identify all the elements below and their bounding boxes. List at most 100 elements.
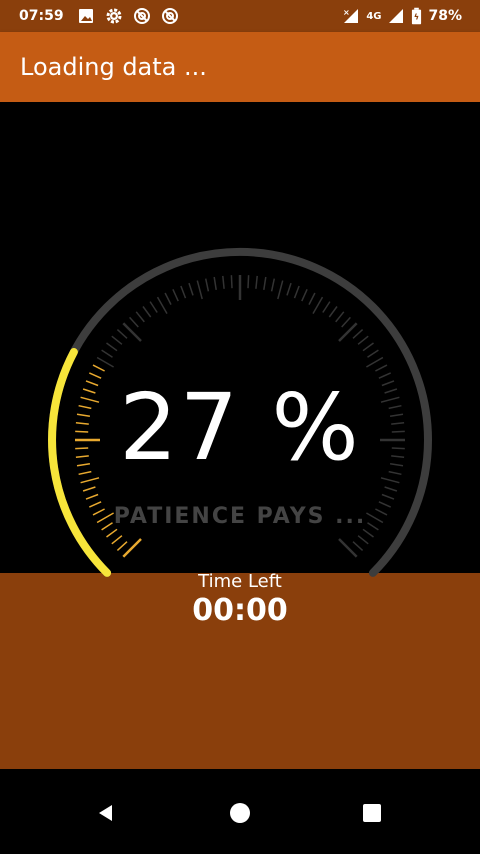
gauge-tick xyxy=(263,276,267,291)
gauge-tick xyxy=(88,501,102,508)
gauge-tick xyxy=(366,356,384,368)
gauge-tick xyxy=(75,455,89,458)
gauge-tick xyxy=(375,364,388,372)
gauge-tick xyxy=(293,285,300,299)
gauge-tick xyxy=(129,316,139,328)
gauge-tick xyxy=(378,501,392,508)
image-icon xyxy=(79,9,93,23)
status-time: 07:59 xyxy=(19,8,64,24)
bottom-panel xyxy=(0,573,480,769)
gauge-tick xyxy=(188,282,194,296)
gauge-tick xyxy=(106,528,118,538)
gauge-tick xyxy=(80,396,100,403)
time-left-value: 00:00 xyxy=(192,593,288,628)
gauge-tick xyxy=(213,276,217,291)
signal-icon xyxy=(389,9,404,23)
gauge-tick xyxy=(362,342,374,352)
gauge-tick xyxy=(378,372,392,379)
svg-text:×: × xyxy=(343,8,350,17)
gauge-tick xyxy=(92,508,105,516)
gauge-tick xyxy=(82,388,96,394)
patience-tagline: PATIENCE PAYS ... xyxy=(113,504,367,529)
gauge-tick xyxy=(328,306,338,318)
gauge-tick xyxy=(101,349,113,358)
gauge-tick xyxy=(149,301,158,313)
svg-text:ϟ: ϟ xyxy=(414,12,419,22)
gauge-tick xyxy=(75,447,89,450)
gauge-tick xyxy=(352,329,364,339)
gauge-tick xyxy=(230,275,233,289)
gauge-tick xyxy=(111,535,123,545)
gauge-tick xyxy=(312,296,324,314)
gauge-tick xyxy=(380,477,400,484)
app-title: Loading data ... xyxy=(20,53,207,81)
progress-percent: 27 % xyxy=(119,374,361,481)
status-system-icons: × 4G ϟ 78% xyxy=(342,7,462,25)
gauge-tick xyxy=(391,422,405,425)
gauge-tick xyxy=(388,404,402,410)
gauge-tick xyxy=(388,470,402,476)
gauge-tick xyxy=(270,278,276,292)
gauge-tick xyxy=(135,311,145,323)
gear-icon xyxy=(106,8,122,24)
gauge-tick xyxy=(204,278,210,292)
recents-button[interactable] xyxy=(352,793,392,833)
gauge-tick xyxy=(122,538,142,558)
gauge-tick xyxy=(391,447,405,450)
gauge-tick xyxy=(85,493,99,500)
gauge-tick xyxy=(286,282,292,296)
gauge-progress-arc xyxy=(48,348,112,577)
gauge-tick xyxy=(338,322,358,342)
gauge-tick xyxy=(362,528,374,538)
navigation-bar xyxy=(0,769,480,854)
gauge-tick xyxy=(122,322,142,342)
signal-x-icon: × xyxy=(343,8,359,23)
gauge-tick xyxy=(92,364,105,372)
gauge-tick xyxy=(367,349,379,358)
gauge-tick xyxy=(381,380,395,387)
time-left-label: Time Left xyxy=(198,571,282,592)
gauge-tick xyxy=(352,541,364,551)
home-button[interactable] xyxy=(220,793,260,833)
recents-icon xyxy=(363,804,381,822)
gauge-tick xyxy=(111,335,123,345)
gauge-tick xyxy=(389,463,404,467)
gauge-tick xyxy=(255,275,258,289)
gauge-tick xyxy=(247,275,250,289)
gauge-tick xyxy=(301,288,308,302)
status-notification-icons xyxy=(77,7,179,25)
gauge-tick xyxy=(380,396,400,403)
gauge-tick xyxy=(308,292,316,305)
gauge-tick xyxy=(76,463,91,467)
gauge-tick xyxy=(96,512,114,524)
gauge-tick xyxy=(80,477,100,484)
gauge-tick xyxy=(164,292,172,305)
gauge-tick xyxy=(384,486,398,492)
gauge-tick xyxy=(75,422,89,425)
status-bar: 07:59 × 4G xyxy=(0,0,480,32)
gauge-tick xyxy=(172,288,179,302)
gauge-tick xyxy=(196,280,203,300)
gauge-tick xyxy=(366,512,384,524)
gauge-tick xyxy=(82,486,96,492)
vpn-icon xyxy=(134,8,150,24)
gauge-tick xyxy=(391,455,405,458)
gauge-tick xyxy=(75,430,89,433)
home-icon xyxy=(230,803,250,823)
gauge-tick xyxy=(76,413,91,417)
vpn-icon xyxy=(162,8,178,24)
gauge-tick xyxy=(367,522,379,531)
gauge-tick xyxy=(78,470,92,476)
gauge-tick xyxy=(96,356,114,368)
gauge-tick xyxy=(106,342,118,352)
gauge-tick xyxy=(88,372,102,379)
gauge-tick xyxy=(142,306,152,318)
gauge-tick xyxy=(277,280,284,300)
network-type: 4G xyxy=(366,10,382,22)
back-button[interactable] xyxy=(86,793,126,833)
gauge-tick xyxy=(322,301,331,313)
gauge-tick xyxy=(78,404,92,410)
gauge-tick xyxy=(116,329,128,339)
gauge-tick xyxy=(335,311,345,323)
